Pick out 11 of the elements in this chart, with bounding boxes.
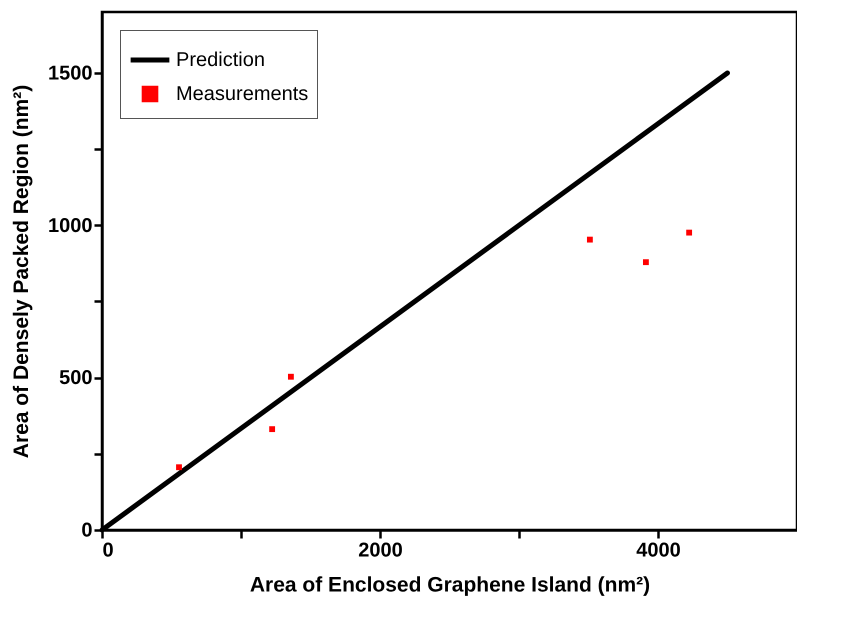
x-tick-label: 0 [102,540,114,562]
x-tick-label: 4000 [636,540,681,562]
legend-label: Measurements [176,83,308,105]
x-tick-label: 2000 [358,540,403,562]
y-tick-label: 500 [59,367,92,390]
y-tick-label: 1500 [48,62,92,84]
y-axis-title: Area of Densely Packed Region (nm²) [10,84,34,458]
legend-label: Prediction [176,49,265,71]
y-tick-label: 1000 [48,214,92,237]
x-axis-title: Area of Enclosed Graphene Island (nm²) [250,574,650,596]
y-tick-label: 0 [81,520,92,542]
